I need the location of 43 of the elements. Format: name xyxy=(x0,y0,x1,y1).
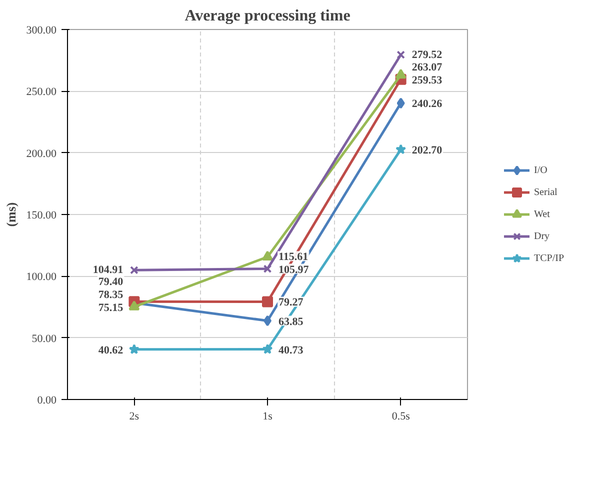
legend-label: Serial xyxy=(534,186,558,198)
data-label: 202.70 xyxy=(412,144,443,157)
data-label: 63.85 xyxy=(278,316,304,328)
point xyxy=(128,344,140,354)
point xyxy=(262,344,273,354)
data-label: 279.52 xyxy=(412,49,443,62)
data-label: 40.73 xyxy=(278,344,304,356)
data-label: 105.97 xyxy=(278,264,310,276)
point xyxy=(396,144,406,154)
data-label: 79.27 xyxy=(278,296,304,309)
x-tick-label: 2s xyxy=(129,410,140,422)
x-tick-label: 1s xyxy=(262,410,272,422)
data-label: 104.91 xyxy=(92,264,124,276)
point xyxy=(262,296,273,308)
point xyxy=(396,50,406,59)
point xyxy=(130,266,138,274)
point xyxy=(395,68,406,79)
y-tick-label: 300.00 xyxy=(26,24,57,36)
data-label: 78.35 xyxy=(98,288,124,301)
data-label: 115.61 xyxy=(278,251,308,264)
legend-label: TCP/IP xyxy=(534,252,564,264)
y-tick-label: 0.00 xyxy=(37,394,57,406)
data-label: 259.53 xyxy=(412,74,443,86)
y-tick-label: 100.00 xyxy=(26,271,57,284)
chart-title: Average processing time xyxy=(184,8,350,24)
data-label: 75.15 xyxy=(98,302,124,314)
point xyxy=(262,250,273,261)
data-label: 40.62 xyxy=(98,344,124,356)
point xyxy=(396,98,405,109)
data-label: 263.07 xyxy=(412,62,443,74)
point xyxy=(128,300,140,310)
y-tick-label: 250.00 xyxy=(26,86,57,98)
legend-label: Dry xyxy=(534,230,551,242)
legend-label: I/O xyxy=(534,164,548,176)
data-label: 79.40 xyxy=(98,276,124,288)
x-tick-label: 0.5s xyxy=(392,410,410,422)
y-axis-title: (ms) xyxy=(3,202,18,227)
data-label: 240.26 xyxy=(412,98,443,110)
point xyxy=(263,264,272,273)
y-tick-label: 200.00 xyxy=(26,148,57,160)
y-tick-label: 150.00 xyxy=(26,210,57,222)
legend-label: Wet xyxy=(534,208,551,220)
y-tick-label: 50.00 xyxy=(32,332,57,345)
